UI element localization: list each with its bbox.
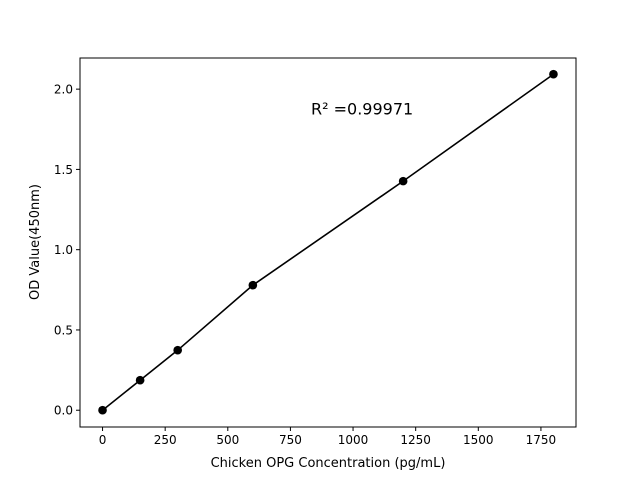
fit-line <box>102 73 554 411</box>
y-tick-label: 2.0 <box>54 83 73 97</box>
data-point <box>98 405 107 415</box>
x-tick-label: 1500 <box>463 433 494 447</box>
y-axis-label: OD Value(450nm) <box>28 184 43 300</box>
x-tick-label: 1250 <box>400 433 431 447</box>
y-axis-ticks: 0.0 0.5 1.0 1.5 2.0 <box>54 83 80 418</box>
data-point <box>248 280 258 290</box>
y-tick-label: 1.0 <box>54 243 73 257</box>
x-axis-label: Chicken OPG Concentration (pg/mL) <box>211 456 446 471</box>
x-tick-label: 1750 <box>526 433 557 447</box>
data-point <box>173 345 182 355</box>
x-tick-label: 0 <box>99 433 107 447</box>
x-tick-label: 1000 <box>338 433 369 447</box>
r-squared-annotation: R² =0.99971 <box>311 99 413 118</box>
x-tick-label: 500 <box>216 433 239 447</box>
y-tick-label: 0.5 <box>54 323 73 337</box>
x-tick-label: 250 <box>154 433 177 447</box>
x-tick-label: 750 <box>279 433 302 447</box>
plot-area <box>79 57 577 428</box>
y-tick-label: 1.5 <box>54 163 73 177</box>
data-point <box>549 69 558 79</box>
x-axis-ticks: 0 250 500 750 1000 1250 1500 1750 <box>99 427 556 447</box>
y-tick-label: 0.0 <box>54 404 73 418</box>
data-point <box>135 375 145 385</box>
data-marks <box>98 69 558 415</box>
data-point <box>398 176 408 186</box>
